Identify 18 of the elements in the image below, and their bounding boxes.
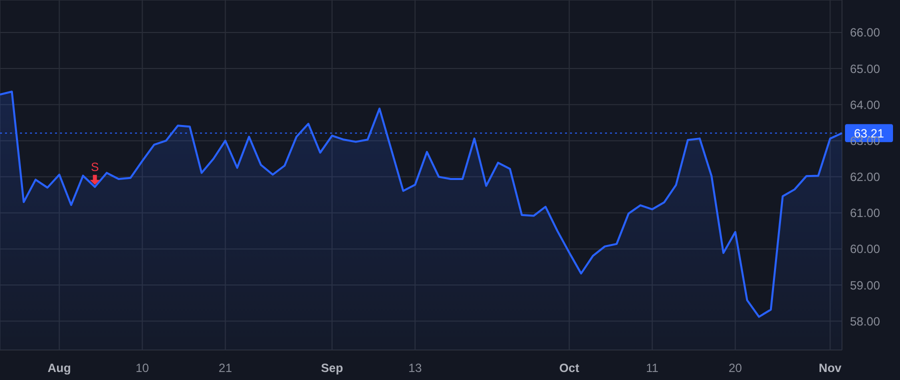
x-tick-label: Oct xyxy=(559,361,580,375)
x-tick-label: 11 xyxy=(646,361,659,375)
y-tick-label: 58.00 xyxy=(850,314,880,328)
x-tick-label: 20 xyxy=(728,361,742,375)
x-tick-label: Aug xyxy=(48,361,71,375)
y-tick-label: 60.00 xyxy=(850,242,880,256)
x-tick-label: Sep xyxy=(321,361,344,375)
y-tick-label: 62.00 xyxy=(850,170,880,184)
annotation: S xyxy=(90,160,99,174)
y-tick-label: 61.00 xyxy=(850,206,880,220)
y-tick-label: 65.00 xyxy=(850,62,880,76)
y-tick-label: 64.00 xyxy=(850,98,880,112)
x-tick-label: Nov xyxy=(818,361,842,375)
x-tick-label: 21 xyxy=(218,361,232,375)
y-tick-label: 59.00 xyxy=(850,278,880,292)
y-tick-label: 66.00 xyxy=(850,26,880,40)
x-tick-label: 10 xyxy=(136,361,150,375)
x-tick-label: 13 xyxy=(408,361,422,375)
